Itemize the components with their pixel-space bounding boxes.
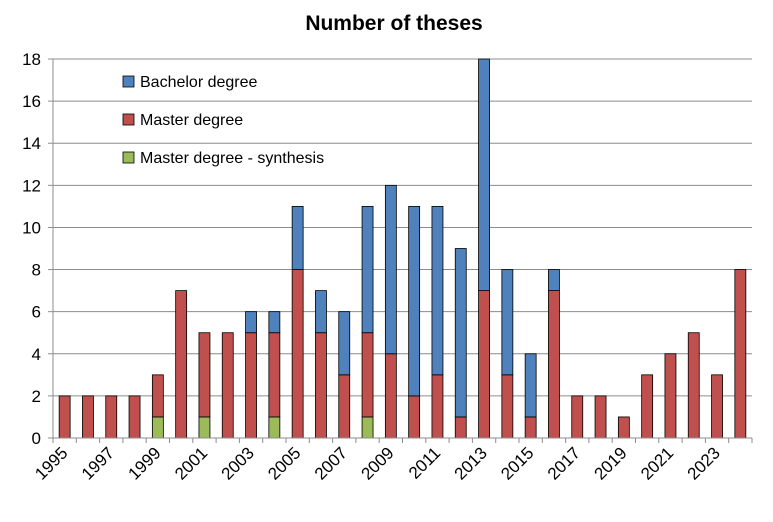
- x-tick-label: 2005: [264, 443, 304, 483]
- x-tick-label: 1997: [78, 443, 118, 483]
- bar-segment: [315, 290, 327, 334]
- x-tick-label: 2009: [357, 443, 397, 483]
- x-tick-label: 2021: [637, 443, 677, 483]
- y-tick-label: 2: [32, 387, 41, 406]
- bar-segment: [105, 395, 118, 439]
- bar-segment: [478, 58, 490, 292]
- y-tick-labels: 0 2 4 6 8 10 12 14 16 18: [22, 50, 41, 448]
- x-tick-label: 2001: [171, 443, 211, 483]
- bar-segment: [524, 416, 537, 439]
- bar-segment: [361, 416, 374, 439]
- bar-segment: [548, 269, 560, 292]
- bar-segment: [711, 374, 723, 439]
- x-tick-label: 2013: [451, 443, 491, 483]
- bar-segment: [594, 395, 607, 439]
- x-tick-label: 2003: [218, 443, 258, 483]
- bar-segment: [571, 395, 584, 439]
- bar-segment: [315, 332, 327, 439]
- x-tick-label: 2011: [405, 443, 444, 482]
- bar-segment: [268, 311, 281, 334]
- x-tick-label: 1999: [124, 443, 164, 483]
- legend-swatch: [122, 151, 135, 164]
- y-tick-label: 4: [32, 345, 41, 364]
- legend-swatch: [122, 113, 135, 126]
- bar-segment: [734, 269, 747, 439]
- x-tick-label: 2007: [311, 443, 351, 483]
- bar-segment: [338, 311, 351, 376]
- bar-segment: [291, 269, 304, 439]
- bar-segment: [245, 311, 257, 334]
- bar-segment: [431, 374, 444, 439]
- y-tick-label: 18: [22, 50, 41, 69]
- bar-segment: [617, 416, 630, 439]
- bar-segment: [361, 332, 374, 418]
- gridlines: [53, 58, 752, 397]
- bar-segment: [291, 205, 304, 270]
- bar-segment: [524, 353, 537, 418]
- legend-label: Master degree - synthesis: [140, 150, 324, 167]
- legend-swatch: [122, 75, 135, 88]
- y-tick-label: 0: [32, 429, 41, 448]
- bar-segment: [338, 374, 351, 439]
- bar-segment: [245, 332, 257, 439]
- x-tick-label: 2019: [590, 443, 630, 483]
- y-tick-label: 8: [32, 261, 41, 280]
- bar-segment: [221, 332, 234, 439]
- x-tick-label: 2015: [497, 443, 537, 483]
- x-tick-label: 1995: [31, 443, 71, 483]
- bar-segment: [431, 205, 444, 376]
- bar-segment: [664, 353, 677, 439]
- axes: [48, 58, 753, 443]
- bar-segment: [384, 353, 397, 439]
- bar-segment: [268, 416, 281, 439]
- bar-segment: [501, 269, 514, 376]
- x-tick-labels: 1995 1997 1999 2001 2003 2005 2007 2009 2011 2013…: [31, 443, 724, 483]
- legend: Bachelor degree Master degree Master degre…: [122, 74, 324, 167]
- bar-segment: [361, 205, 374, 334]
- bar-segment: [128, 395, 141, 439]
- y-tick-label: 16: [22, 92, 41, 111]
- bar-segment: [151, 374, 164, 418]
- bars: [58, 58, 747, 439]
- bar-segment: [408, 205, 421, 397]
- bar-segment: [82, 395, 94, 439]
- legend-label: Bachelor degree: [140, 74, 258, 91]
- y-tick-label: 12: [22, 176, 41, 195]
- y-tick-label: 14: [22, 134, 41, 153]
- y-tick-label: 6: [32, 303, 41, 322]
- bar-segment: [454, 416, 467, 439]
- y-tick-label: 10: [22, 218, 41, 237]
- bar-segment: [454, 248, 467, 418]
- bar-segment: [175, 290, 188, 439]
- bar-segment: [501, 374, 514, 439]
- bar-segment: [687, 332, 700, 439]
- bar-segment: [548, 290, 560, 439]
- bar-segment: [58, 395, 71, 439]
- bar-segment: [408, 395, 421, 439]
- bar-segment: [268, 332, 281, 418]
- bar-segment: [151, 416, 164, 439]
- bar-segment: [478, 290, 490, 439]
- x-tick-label: 2023: [684, 443, 724, 483]
- chart-title: Number of theses: [305, 12, 482, 35]
- x-tick-label: 2017: [544, 443, 584, 483]
- bar-segment: [198, 332, 211, 418]
- legend-label: Master degree: [140, 112, 243, 129]
- bar-segment: [384, 184, 397, 355]
- bar-segment: [198, 416, 211, 439]
- bar-segment: [641, 374, 654, 439]
